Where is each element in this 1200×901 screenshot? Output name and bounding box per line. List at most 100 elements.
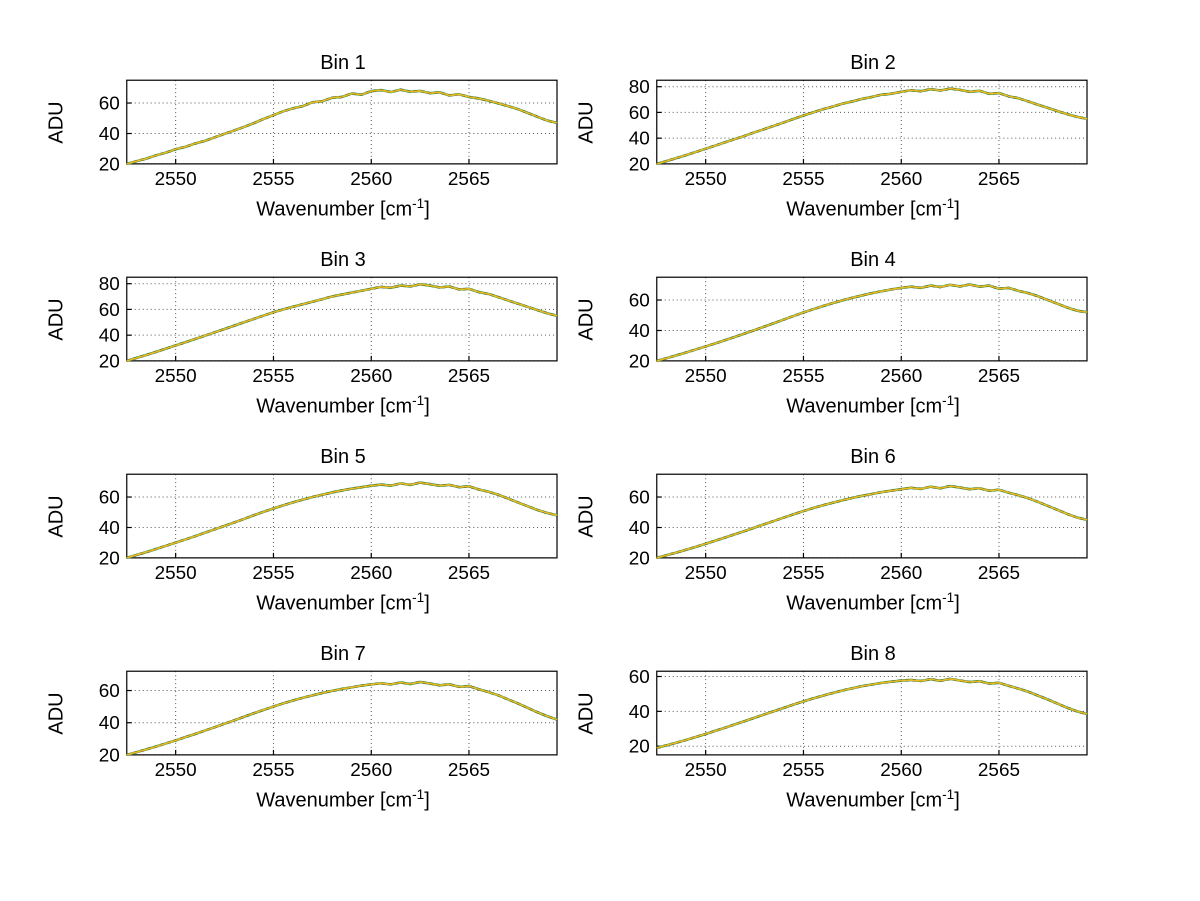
plot-body: ADU 20 40 60 80 2550 2555 2560 2565	[575, 76, 1089, 192]
x-axis-label: Wavenumber [cm-1]	[786, 590, 960, 615]
svg-text:2555: 2555	[252, 366, 294, 387]
svg-text:20: 20	[629, 154, 650, 175]
plot-title: Bin 6	[850, 446, 896, 468]
line-chart-canvas: 20 40 60 2550 2555 2560 2565	[629, 276, 1088, 387]
svg-text:2560: 2560	[880, 760, 922, 781]
plot-body: ADU 20 40 60 2550 2555 2560 2565	[575, 470, 1089, 586]
svg-text:40: 40	[629, 129, 650, 150]
plot-body: ADU 20 40 60 80 2550 2555 2560 2565	[45, 273, 559, 389]
svg-text:20: 20	[629, 737, 650, 758]
svg-text:80: 80	[99, 274, 120, 295]
svg-text:2560: 2560	[880, 563, 922, 584]
subplot-grid: Bin 1 ADU 20 40 60 2550 2555 2560 2565 Wavenum…	[45, 50, 1089, 838]
plot-body: ADU 20 40 60 2550 2555 2560 2565	[45, 470, 559, 586]
plot-body: ADU 20 40 60 2550 2555 2560 2565	[45, 667, 559, 783]
plot-body: ADU 20 40 60 2550 2555 2560 2565	[575, 667, 1089, 783]
subplot-bin-7: Bin 7 ADU 20 40 60 2550 2555 2560 2565 Wavenum…	[45, 641, 559, 838]
svg-text:40: 40	[99, 326, 120, 347]
subplot-bin-6: Bin 6 ADU 20 40 60 2550 2555 2560 2565 Wavenum…	[575, 444, 1089, 641]
plot-title: Bin 3	[320, 249, 366, 271]
svg-text:2555: 2555	[782, 169, 824, 190]
svg-text:60: 60	[629, 667, 650, 688]
svg-text:2550: 2550	[155, 563, 197, 584]
svg-text:60: 60	[629, 488, 650, 509]
subplot-bin-3: Bin 3 ADU 20 40 60 80 2550 2555 2560 2565 Waven…	[45, 247, 559, 444]
svg-text:80: 80	[629, 77, 650, 98]
svg-text:2565: 2565	[978, 366, 1020, 387]
subplot-bin-5: Bin 5 ADU 20 40 60 2550 2555 2560 2565 Wavenum…	[45, 444, 559, 641]
svg-text:60: 60	[629, 291, 650, 312]
line-chart-canvas: 20 40 60 2550 2555 2560 2565	[99, 670, 558, 781]
svg-text:2550: 2550	[685, 760, 727, 781]
svg-text:2565: 2565	[448, 169, 490, 190]
svg-text:60: 60	[99, 300, 120, 321]
y-axis-label: ADU	[45, 691, 68, 735]
svg-text:2565: 2565	[978, 563, 1020, 584]
svg-text:2565: 2565	[448, 760, 490, 781]
svg-text:60: 60	[629, 103, 650, 124]
y-axis-label: ADU	[575, 691, 598, 735]
plot-title: Bin 1	[320, 52, 366, 74]
svg-text:20: 20	[629, 548, 650, 569]
x-axis-label: Wavenumber [cm-1]	[786, 196, 960, 221]
svg-text:2565: 2565	[448, 563, 490, 584]
svg-text:40: 40	[629, 321, 650, 342]
plot-body: ADU 20 40 60 2550 2555 2560 2565	[45, 76, 559, 192]
svg-text:20: 20	[99, 154, 120, 175]
svg-text:2555: 2555	[782, 563, 824, 584]
svg-text:40: 40	[99, 713, 120, 734]
svg-text:2550: 2550	[155, 366, 197, 387]
subplot-bin-4: Bin 4 ADU 20 40 60 2550 2555 2560 2565 Wavenum…	[575, 247, 1089, 444]
svg-text:2560: 2560	[350, 563, 392, 584]
y-axis-label: ADU	[45, 297, 68, 341]
svg-text:2555: 2555	[782, 760, 824, 781]
svg-text:2560: 2560	[880, 366, 922, 387]
line-chart-canvas: 20 40 60 2550 2555 2560 2565	[99, 473, 558, 584]
svg-text:2555: 2555	[252, 563, 294, 584]
svg-text:40: 40	[629, 702, 650, 723]
line-chart-canvas: 20 40 60 2550 2555 2560 2565	[629, 473, 1088, 584]
y-axis-label: ADU	[45, 100, 68, 144]
y-axis-label: ADU	[575, 297, 598, 341]
x-axis-label: Wavenumber [cm-1]	[256, 196, 430, 221]
plot-title: Bin 2	[850, 52, 896, 74]
x-axis-label: Wavenumber [cm-1]	[256, 393, 430, 418]
plot-title: Bin 7	[320, 643, 366, 665]
plot-title: Bin 5	[320, 446, 366, 468]
svg-text:60: 60	[99, 94, 120, 115]
svg-text:20: 20	[99, 745, 120, 766]
svg-text:2555: 2555	[782, 366, 824, 387]
svg-text:2565: 2565	[978, 169, 1020, 190]
svg-text:2560: 2560	[350, 169, 392, 190]
line-chart-canvas: 20 40 60 2550 2555 2560 2565	[99, 79, 558, 190]
svg-text:2550: 2550	[685, 169, 727, 190]
svg-text:20: 20	[629, 351, 650, 372]
svg-text:60: 60	[99, 488, 120, 509]
x-axis-label: Wavenumber [cm-1]	[786, 393, 960, 418]
x-axis-label: Wavenumber [cm-1]	[256, 590, 430, 615]
x-axis-label: Wavenumber [cm-1]	[256, 787, 430, 812]
svg-text:2550: 2550	[155, 760, 197, 781]
svg-text:2560: 2560	[350, 366, 392, 387]
plot-title: Bin 4	[850, 249, 896, 271]
svg-text:2550: 2550	[685, 366, 727, 387]
subplot-bin-1: Bin 1 ADU 20 40 60 2550 2555 2560 2565 Wavenum…	[45, 50, 559, 247]
plot-body: ADU 20 40 60 2550 2555 2560 2565	[575, 273, 1089, 389]
line-chart-canvas: 20 40 60 80 2550 2555 2560 2565	[99, 274, 558, 387]
svg-text:2550: 2550	[685, 563, 727, 584]
svg-text:40: 40	[99, 518, 120, 539]
svg-text:60: 60	[99, 681, 120, 702]
svg-text:20: 20	[99, 548, 120, 569]
svg-text:2550: 2550	[155, 169, 197, 190]
y-axis-label: ADU	[45, 494, 68, 538]
svg-text:2565: 2565	[448, 366, 490, 387]
x-axis-label: Wavenumber [cm-1]	[786, 787, 960, 812]
line-chart-canvas: 20 40 60 2550 2555 2560 2565	[629, 667, 1088, 781]
subplot-bin-2: Bin 2 ADU 20 40 60 80 2550 2555 2560 2565 Waven…	[575, 50, 1089, 247]
svg-text:2565: 2565	[978, 760, 1020, 781]
y-axis-label: ADU	[575, 100, 598, 144]
svg-text:20: 20	[99, 351, 120, 372]
svg-text:40: 40	[629, 518, 650, 539]
svg-text:2555: 2555	[252, 760, 294, 781]
